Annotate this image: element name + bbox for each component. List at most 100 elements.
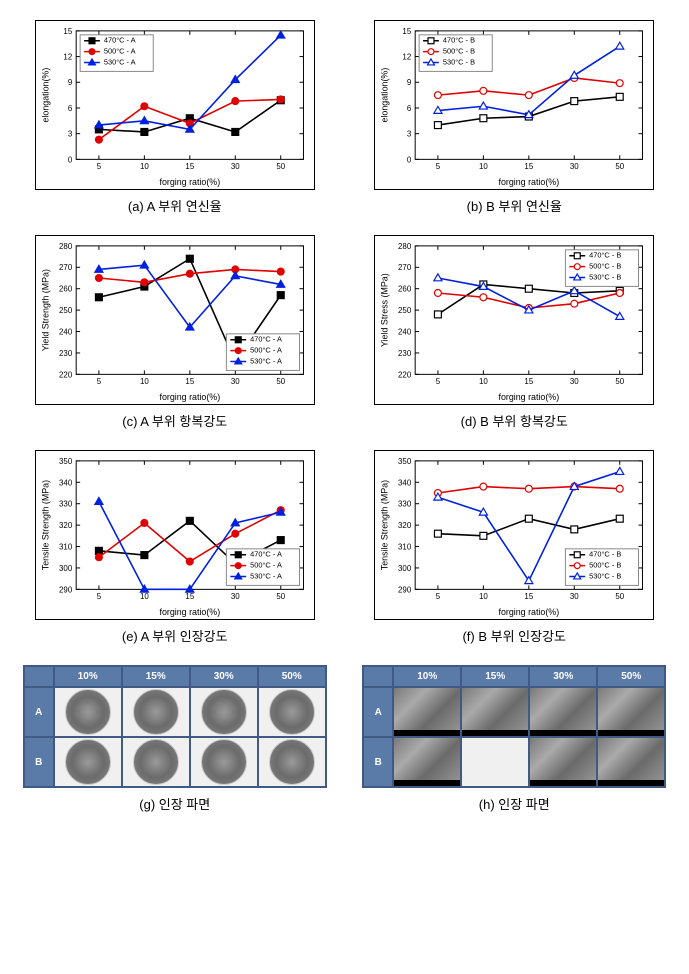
grid-col-header: 50% bbox=[259, 667, 325, 686]
fracture-sem-icon bbox=[530, 688, 596, 736]
svg-text:310: 310 bbox=[59, 542, 73, 551]
svg-text:470°C - B: 470°C - B bbox=[443, 36, 475, 45]
fracture-image-grid-h: 10%15%30%50%AB bbox=[362, 665, 666, 788]
svg-text:12: 12 bbox=[403, 53, 412, 62]
chart-c: 220230240250260270280510153050Yield Stre… bbox=[35, 235, 315, 405]
svg-text:15: 15 bbox=[185, 377, 194, 386]
chart-panel-a: 03691215510153050elongation(%)forging ra… bbox=[20, 20, 330, 215]
svg-text:530°C - B: 530°C - B bbox=[443, 57, 475, 66]
svg-text:3: 3 bbox=[68, 130, 73, 139]
svg-text:5: 5 bbox=[96, 162, 101, 171]
svg-text:forging ratio(%): forging ratio(%) bbox=[159, 177, 220, 187]
chart-panel-b: 03691215510153050elongation(%)forging ra… bbox=[360, 20, 670, 215]
svg-text:9: 9 bbox=[407, 78, 412, 87]
grid-cell bbox=[259, 738, 325, 786]
grid-cell bbox=[123, 738, 189, 786]
grid-row-label-A: A bbox=[25, 688, 53, 736]
svg-text:9: 9 bbox=[68, 78, 73, 87]
svg-text:50: 50 bbox=[276, 162, 285, 171]
svg-text:270: 270 bbox=[398, 263, 412, 272]
svg-text:15: 15 bbox=[63, 27, 72, 36]
fracture-sem-icon bbox=[598, 738, 664, 786]
svg-text:10: 10 bbox=[140, 377, 149, 386]
chart-panel-e: 290300310320330340350510153050Tensile St… bbox=[20, 450, 330, 645]
grid-cell-empty bbox=[462, 738, 528, 786]
svg-text:330: 330 bbox=[59, 500, 73, 509]
svg-text:530°C - A: 530°C - A bbox=[250, 571, 282, 580]
svg-text:280: 280 bbox=[398, 242, 412, 251]
grid-corner bbox=[25, 667, 53, 686]
svg-text:250: 250 bbox=[398, 306, 412, 315]
grid-cell bbox=[530, 688, 596, 736]
svg-text:310: 310 bbox=[398, 542, 412, 551]
caption-e: (e) A 부위 인장강도 bbox=[122, 626, 228, 645]
svg-text:500°C - B: 500°C - B bbox=[443, 47, 475, 56]
svg-text:290: 290 bbox=[59, 585, 73, 594]
chart-e: 290300310320330340350510153050Tensile St… bbox=[35, 450, 315, 620]
svg-text:500°C - A: 500°C - A bbox=[250, 561, 282, 570]
svg-text:Yield Stress (MPa): Yield Stress (MPa) bbox=[380, 273, 390, 347]
grid-col-header: 30% bbox=[530, 667, 596, 686]
svg-text:5: 5 bbox=[436, 377, 441, 386]
svg-text:12: 12 bbox=[63, 53, 72, 62]
image-panel-g: 10%15%30%50%AB(g) 인장 파면 bbox=[20, 665, 330, 813]
svg-text:30: 30 bbox=[231, 377, 240, 386]
svg-text:340: 340 bbox=[59, 478, 73, 487]
svg-text:330: 330 bbox=[398, 500, 412, 509]
svg-text:240: 240 bbox=[398, 327, 412, 336]
svg-text:30: 30 bbox=[570, 592, 579, 601]
svg-text:50: 50 bbox=[616, 162, 625, 171]
fracture-sample-icon bbox=[269, 739, 315, 785]
svg-text:530°C - B: 530°C - B bbox=[589, 272, 621, 281]
caption-b: (b) B 부위 연신율 bbox=[467, 196, 562, 215]
fracture-sample-icon bbox=[269, 689, 315, 735]
grid-col-header: 30% bbox=[191, 667, 257, 686]
svg-text:260: 260 bbox=[398, 285, 412, 294]
svg-text:50: 50 bbox=[276, 377, 285, 386]
grid-row-label-B: B bbox=[25, 738, 53, 786]
svg-text:6: 6 bbox=[407, 104, 412, 113]
svg-text:forging ratio(%): forging ratio(%) bbox=[159, 392, 220, 402]
chart-a: 03691215510153050elongation(%)forging ra… bbox=[35, 20, 315, 190]
chart-panel-f: 290300310320330340350510153050Tensile St… bbox=[360, 450, 670, 645]
svg-text:240: 240 bbox=[59, 327, 73, 336]
chart-b: 03691215510153050elongation(%)forging ra… bbox=[374, 20, 654, 190]
svg-text:500°C - B: 500°C - B bbox=[589, 262, 621, 271]
grid-corner bbox=[364, 667, 392, 686]
svg-text:470°C - A: 470°C - A bbox=[250, 335, 282, 344]
grid-row-label-A: A bbox=[364, 688, 392, 736]
grid-cell bbox=[462, 688, 528, 736]
svg-text:250: 250 bbox=[59, 306, 73, 315]
svg-text:530°C - A: 530°C - A bbox=[104, 57, 136, 66]
fracture-sample-icon bbox=[133, 689, 179, 735]
svg-text:320: 320 bbox=[59, 521, 73, 530]
grid-col-header: 10% bbox=[394, 667, 460, 686]
grid-cell bbox=[530, 738, 596, 786]
svg-text:220: 220 bbox=[59, 370, 73, 379]
svg-text:500°C - A: 500°C - A bbox=[104, 47, 136, 56]
svg-text:10: 10 bbox=[140, 162, 149, 171]
svg-text:elongation(%): elongation(%) bbox=[40, 68, 50, 123]
svg-text:230: 230 bbox=[59, 349, 73, 358]
svg-text:50: 50 bbox=[616, 377, 625, 386]
svg-text:500°C - A: 500°C - A bbox=[250, 346, 282, 355]
fracture-sem-icon bbox=[394, 738, 460, 786]
svg-text:15: 15 bbox=[525, 162, 534, 171]
svg-text:290: 290 bbox=[398, 585, 412, 594]
svg-text:230: 230 bbox=[398, 349, 412, 358]
svg-text:0: 0 bbox=[407, 155, 412, 164]
svg-text:500°C - B: 500°C - B bbox=[589, 561, 621, 570]
grid-col-header: 10% bbox=[55, 667, 121, 686]
fracture-sample-icon bbox=[65, 739, 111, 785]
grid-col-header: 50% bbox=[598, 667, 664, 686]
caption-c: (c) A 부위 항복강도 bbox=[122, 411, 227, 430]
svg-text:50: 50 bbox=[616, 592, 625, 601]
svg-text:15: 15 bbox=[403, 27, 412, 36]
fracture-sample-icon bbox=[201, 689, 247, 735]
fracture-sample-icon bbox=[133, 739, 179, 785]
fracture-sem-icon bbox=[394, 688, 460, 736]
svg-text:5: 5 bbox=[436, 162, 441, 171]
svg-text:10: 10 bbox=[479, 377, 488, 386]
svg-text:30: 30 bbox=[570, 162, 579, 171]
caption-g: (g) 인장 파면 bbox=[139, 794, 210, 813]
